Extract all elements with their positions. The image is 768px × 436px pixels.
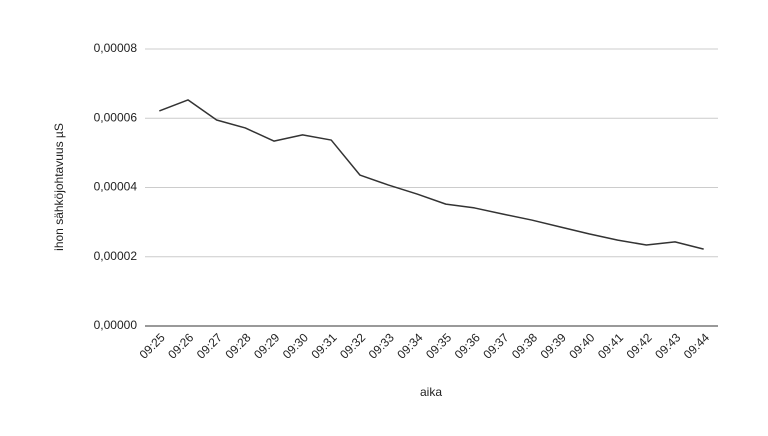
x-tick-label: 09:42	[624, 330, 655, 361]
x-tick-label: 09:43	[652, 330, 683, 361]
x-tick-label: 09:32	[337, 330, 368, 361]
x-tick-label: 09:26	[165, 330, 196, 361]
x-axis-label: aika	[420, 385, 442, 399]
x-tick-label: 09:38	[509, 330, 540, 361]
x-tick-label: 09:25	[137, 330, 168, 361]
x-tick-label: 09:34	[394, 330, 425, 361]
x-tick-label: 09:40	[566, 330, 597, 361]
x-tick-label: 09:28	[223, 330, 254, 361]
x-tick-label: 09:29	[251, 330, 282, 361]
y-tick-label: 0,00000	[94, 318, 138, 332]
x-tick-label: 09:33	[366, 330, 397, 361]
y-tick-label: 0,00004	[94, 180, 138, 194]
x-tick-label: 09:37	[480, 330, 511, 361]
y-tick-label: 0,00006	[94, 110, 138, 124]
x-tick-label: 09:39	[538, 330, 569, 361]
x-tick-label: 09:35	[423, 330, 454, 361]
y-tick-label: 0,00002	[94, 249, 138, 263]
x-tick-label: 09:36	[452, 330, 483, 361]
x-tick-label: 09:30	[280, 330, 311, 361]
x-tick-label: 09:27	[194, 330, 225, 361]
y-axis-label: ihon sähköjohtavuus µS	[52, 123, 66, 251]
y-tick-label: 0,00008	[94, 41, 138, 55]
x-tick-label: 09:41	[595, 330, 626, 361]
x-tick-label: 09:44	[681, 330, 712, 361]
data-line	[159, 99, 704, 250]
x-tick-label: 09:31	[308, 330, 339, 361]
